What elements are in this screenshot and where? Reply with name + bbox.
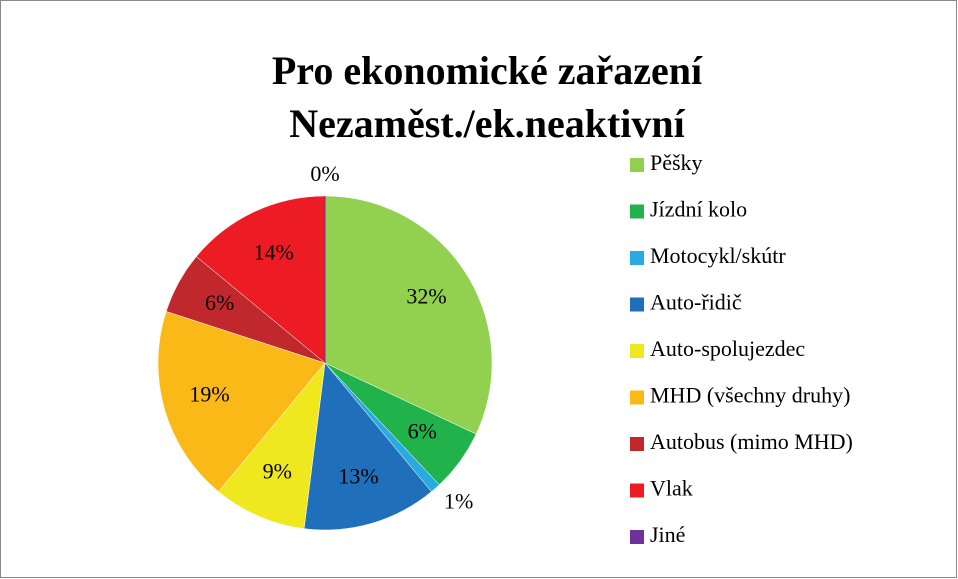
legend-label: MHD (všechny druhy) [650,383,850,408]
legend-label: Jiné [650,522,685,547]
chart-subtitle: Nezaměst./ek.neaktivní [289,101,685,146]
legend-swatch [630,251,644,265]
chart-title: Pro ekonomické zařazení [272,48,703,93]
data-label: 14% [254,239,294,264]
pie-slice [218,362,326,529]
pie-slice [303,362,432,531]
data-label: 19% [189,382,229,407]
data-label: 1% [444,488,473,513]
pie-slice [324,195,493,435]
legend-swatch [630,483,644,498]
data-label: 32% [406,284,446,309]
legend-swatch [630,390,644,405]
legend-swatch [630,158,644,172]
pie-slice [157,311,326,493]
legend-label: Pěšky [650,150,703,175]
legend-swatch [630,530,644,544]
legend-label: Jízdní kolo [650,197,747,222]
legend-label: Motocykl/skútr [650,243,786,268]
legend-swatch [630,204,644,219]
legend-swatch [630,344,644,358]
data-label: 6% [205,290,234,315]
legend-label: Autobus (mimo MHD) [650,429,853,454]
legend-label: Auto-řidič [650,290,742,315]
legend-label: Auto-spolujezdec [650,336,805,361]
data-label: 6% [408,419,437,444]
legend-swatch [630,297,644,312]
data-label: 13% [338,464,378,489]
data-label: 0% [310,161,339,186]
data-label: 9% [263,458,292,483]
legend-label: Vlak [650,476,693,501]
legend-swatch [630,437,644,451]
pie-slice [195,195,326,364]
